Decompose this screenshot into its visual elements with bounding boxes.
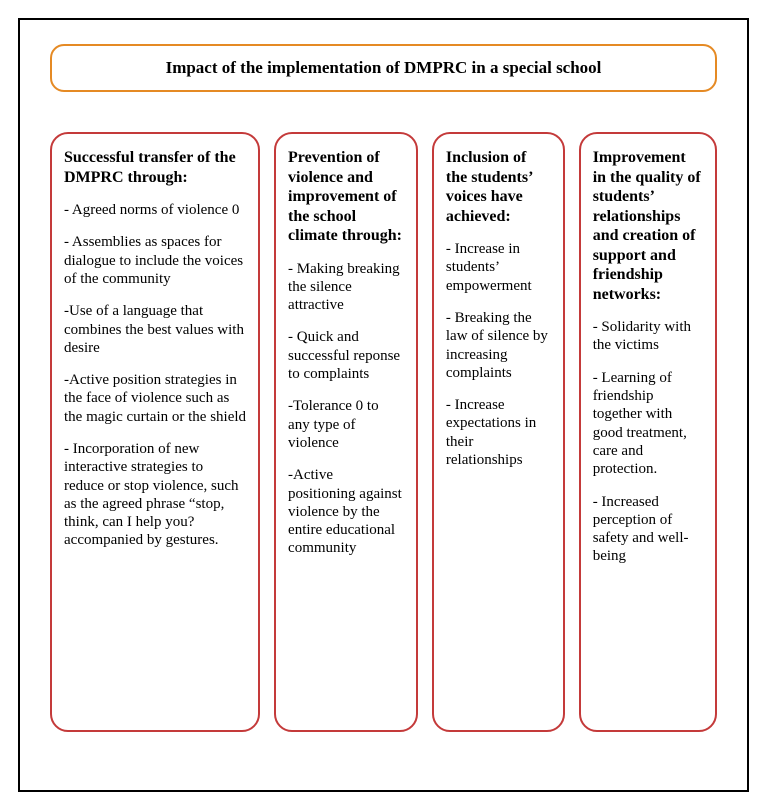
list-item: - Making breaking the silence attractive [288, 260, 404, 315]
column-heading: Successful transfer of the DMPRC through… [64, 148, 246, 187]
list-item: - Increase expectations in their relatio… [446, 396, 551, 469]
list-item: - Increased perception of safety and wel… [593, 493, 703, 566]
list-item: - Incorporation of new interactive strat… [64, 440, 246, 550]
list-item: -Use of a language that combines the bes… [64, 302, 246, 357]
column-heading: Inclusion of the students’ voices have a… [446, 148, 551, 226]
list-item: - Breaking the law of silence by increas… [446, 309, 551, 382]
outer-frame: Impact of the implementation of DMPRC in… [18, 18, 749, 792]
list-item: - Quick and successful reponse to compla… [288, 328, 404, 383]
title-text: Impact of the implementation of DMPRC in… [166, 58, 602, 77]
columns-row: Successful transfer of the DMPRC through… [50, 132, 717, 768]
page: Impact of the implementation of DMPRC in… [0, 0, 767, 810]
column-prevention: Prevention of violence and improvement o… [274, 132, 418, 732]
list-item: -Tolerance 0 to any type of violence [288, 397, 404, 452]
column-heading: Improvement in the quality of students’ … [593, 148, 703, 304]
column-transfer: Successful transfer of the DMPRC through… [50, 132, 260, 732]
list-item: - Increase in students’ empowerment [446, 240, 551, 295]
title-box: Impact of the implementation of DMPRC in… [50, 44, 717, 92]
list-item: - Learning of friendship together with g… [593, 369, 703, 479]
list-item: -Active positioning against violence by … [288, 466, 404, 557]
list-item: - Agreed norms of violence 0 [64, 201, 246, 219]
column-improvement: Improvement in the quality of students’ … [579, 132, 717, 732]
list-item: -Active position strategies in the face … [64, 371, 246, 426]
column-heading: Prevention of violence and improvement o… [288, 148, 404, 246]
list-item: - Solidarity with the victims [593, 318, 703, 355]
list-item: - Assemblies as spaces for dialogue to i… [64, 233, 246, 288]
column-inclusion: Inclusion of the students’ voices have a… [432, 132, 565, 732]
